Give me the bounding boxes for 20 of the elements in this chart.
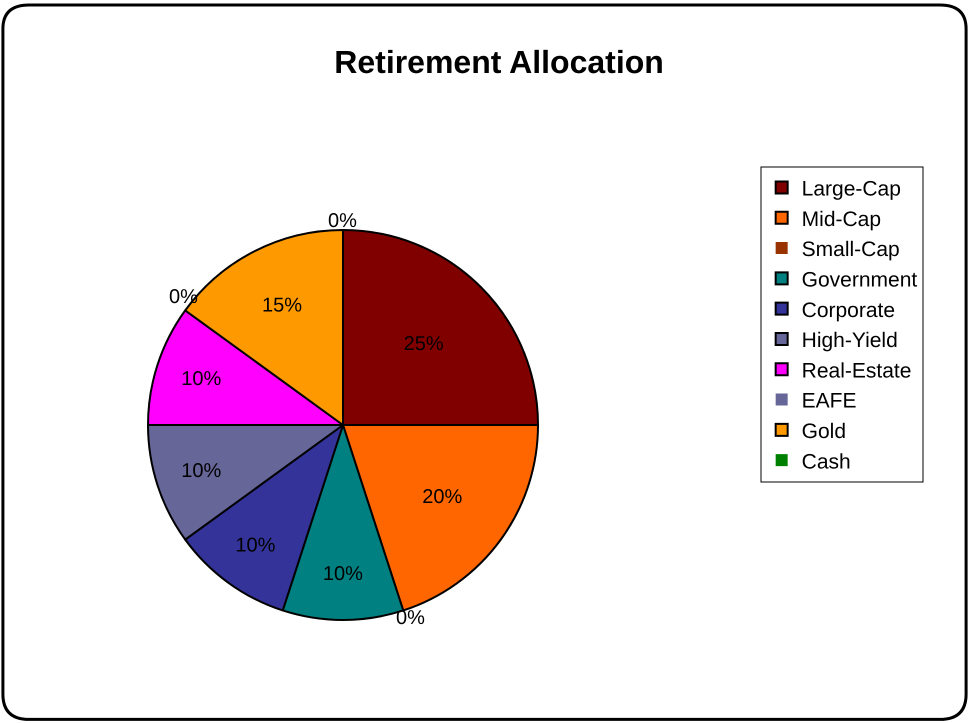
legend-label: Corporate <box>802 298 896 322</box>
data-label: 20% <box>422 486 462 508</box>
text: 0% <box>169 286 198 308</box>
chart-title: Retirement Allocation <box>334 44 664 80</box>
data-label: 10% <box>322 562 364 585</box>
data-label: 15% <box>262 294 302 317</box>
data-label: 10% <box>235 534 276 557</box>
legend-label: Gold <box>802 420 846 444</box>
data-label: 25% <box>404 333 444 356</box>
legend-label: Cash <box>802 450 851 474</box>
data-label: 10% <box>181 368 222 390</box>
legend-label: EAFE <box>802 390 857 413</box>
data-label: 10% <box>181 460 222 482</box>
legend-label: Government <box>802 268 918 292</box>
legend-label: Real-Estate <box>802 359 912 382</box>
text: 0% <box>328 210 357 232</box>
legend-label: High-Yield <box>802 329 898 352</box>
legend-label: Small-Cap <box>802 238 900 262</box>
legend-label: Large-Cap <box>802 178 901 201</box>
legend-label: Mid-Cap <box>802 208 882 231</box>
